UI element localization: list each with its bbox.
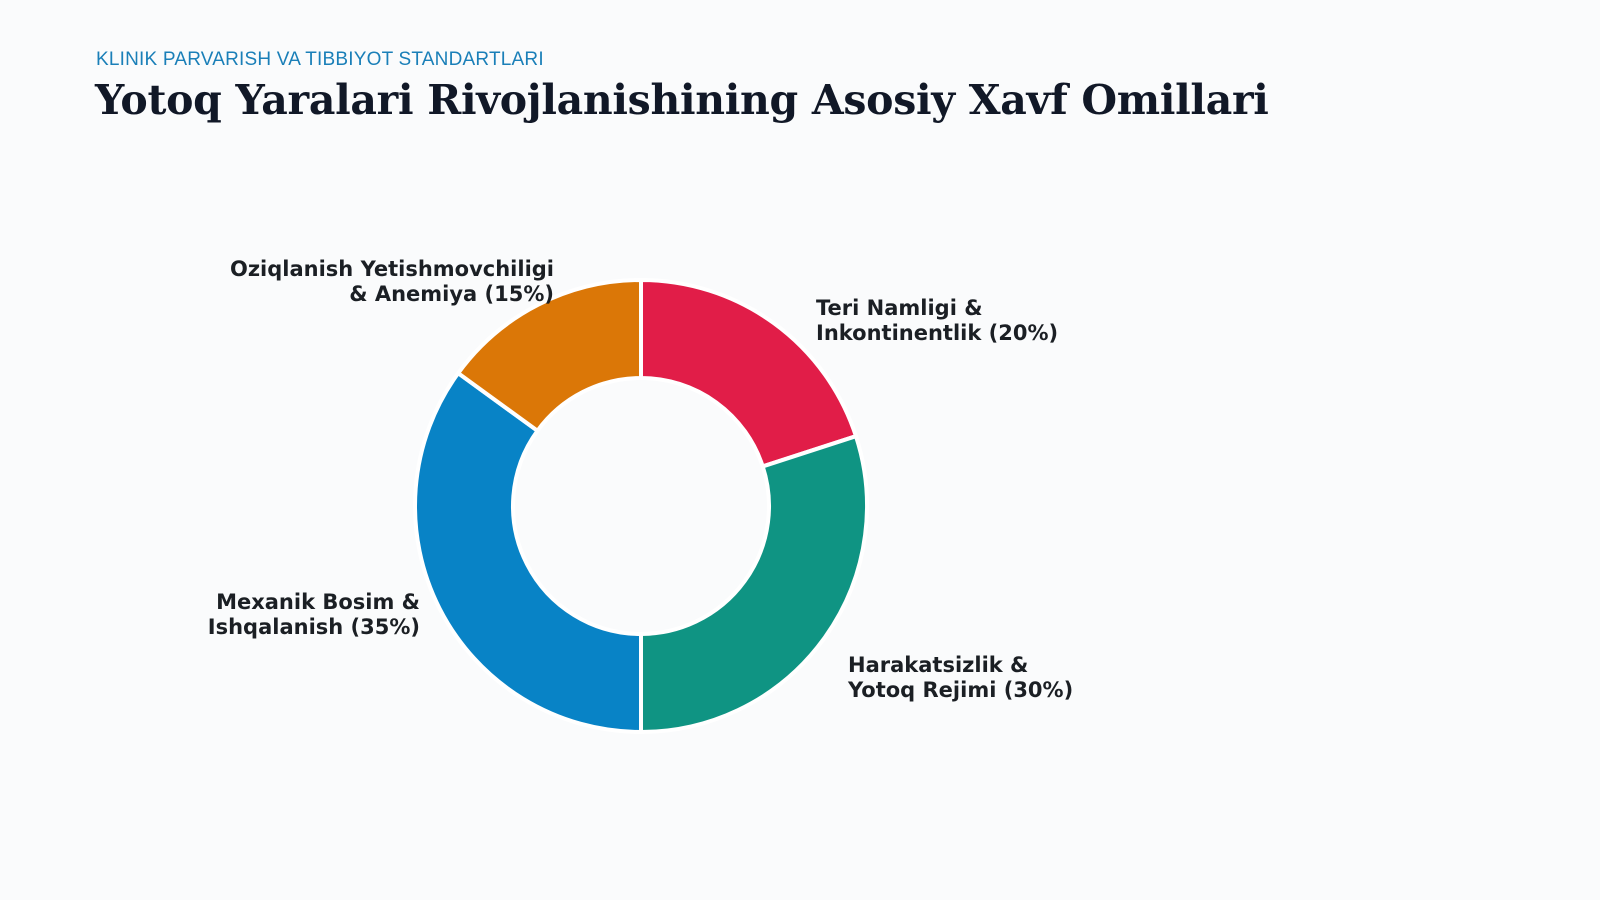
- slice-mexanik-bosim-and-ishqalanish: [413, 371, 643, 734]
- slice-oziqlanish-yetishmovchiligi-and-anemiya: [456, 278, 643, 433]
- section-kicker: KLINIK PARVARISH VA TIBBIYOT STANDARTLAR…: [96, 49, 544, 70]
- slice-label-line: Yotoq Rejimi (30%): [847, 678, 1073, 702]
- chart-title: Yotoq Yaralari Rivojlanishining Asosiy X…: [95, 76, 1269, 124]
- slice-label-teri-namligi-and-inkontinentlik: Teri Namligi & Inkontinentlik (20%): [816, 296, 1058, 345]
- slice-label-line: Teri Namligi &: [816, 296, 983, 320]
- slice-label-line: Mexanik Bosim &: [216, 590, 420, 614]
- slice-harakatsizlik-and-yotoq-rejimi: [639, 434, 869, 734]
- slice-label-line: Oziqlanish Yetishmovchiligi: [230, 257, 554, 281]
- slice-label-line: Inkontinentlik (20%): [816, 321, 1058, 345]
- slice-label-line: Ishqalanish (35%): [208, 615, 420, 639]
- slice-teri-namligi-and-inkontinentlik: [639, 278, 858, 469]
- slice-label-harakatsizlik-and-yotoq-rejimi: Harakatsizlik & Yotoq Rejimi (30%): [847, 653, 1073, 702]
- slice-label-mexanik-bosim-and-ishqalanish: Mexanik Bosim & Ishqalanish (35%): [208, 590, 420, 639]
- slice-label-line: & Anemiya (15%): [349, 282, 554, 306]
- slice-label-oziqlanish-yetishmovchiligi-and-anemiya: Oziqlanish Yetishmovchiligi & Anemiya (15…: [230, 257, 554, 306]
- slice-label-line: Harakatsizlik &: [848, 653, 1028, 677]
